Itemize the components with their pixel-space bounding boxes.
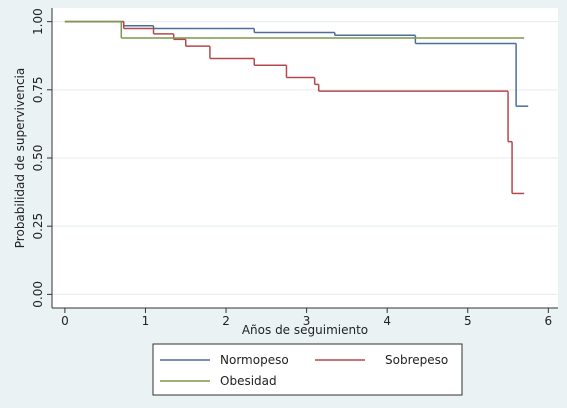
x-tick-label: 0: [61, 314, 69, 328]
x-axis-label: Años de seguimiento: [242, 323, 368, 337]
y-tick-label: 0.00: [31, 281, 45, 308]
legend-label: Normopeso: [220, 353, 289, 367]
y-tick-label: 0.75: [31, 76, 45, 103]
x-tick-label: 3: [303, 314, 311, 328]
legend-label: Obesidad: [220, 374, 277, 388]
x-tick-label: 6: [545, 314, 553, 328]
y-tick-label: 0.25: [31, 213, 45, 240]
y-tick-label: 0.50: [31, 145, 45, 172]
x-tick-label: 1: [142, 314, 150, 328]
legend-label: Sobrepeso: [385, 353, 448, 367]
x-tick-label: 4: [383, 314, 391, 328]
legend-box: [152, 343, 463, 396]
x-tick-label: 5: [464, 314, 472, 328]
y-axis-label: Probabilidad de supervivencia: [13, 68, 27, 248]
x-tick-label: 2: [222, 314, 230, 328]
y-tick-label: 1.00: [31, 8, 45, 35]
